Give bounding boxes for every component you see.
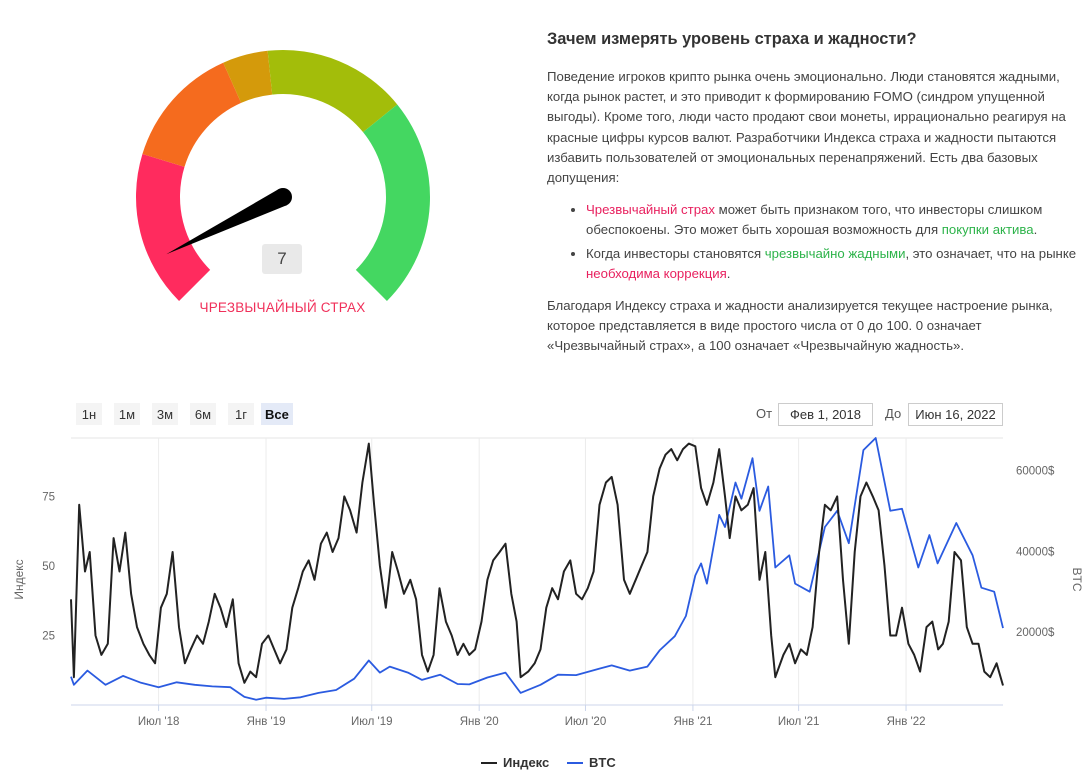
assumption-text-2: , это означает, что на рынке: [905, 245, 1077, 261]
gauge-needle: [166, 188, 287, 255]
from-label: От: [756, 406, 773, 421]
x-tick-label: Июл '21: [778, 716, 820, 728]
to-date-input[interactable]: Июн 16, 2022: [908, 403, 1003, 426]
gauge-segment-extreme-fear: [136, 154, 211, 301]
legend-label-btc: BTC: [589, 755, 616, 770]
explanation-article: Зачем измерять уровень страха и жадности…: [547, 28, 1082, 357]
x-tick-label: Янв '19: [247, 716, 286, 728]
gauge-value-box: 7: [262, 244, 302, 274]
range-button-1w[interactable]: 1н: [76, 403, 102, 425]
gauge-needle-hub: [274, 188, 292, 206]
range-button-3m[interactable]: 3м: [152, 403, 178, 425]
series-line-index: [70, 442, 1004, 686]
article-intro: Поведение игроков крипто рынка очень эмо…: [547, 69, 1066, 186]
gauge-segment-greed: [267, 50, 398, 133]
extreme-fear-highlight: Чрезвычайный страх: [586, 202, 715, 218]
fear-greed-gauge: [136, 50, 431, 301]
range-button-1m[interactable]: 1м: [114, 403, 140, 425]
y-left-tick-label: 25: [42, 630, 55, 642]
range-button-1y[interactable]: 1г: [228, 403, 254, 425]
x-tick-label: Июл '19: [351, 716, 393, 728]
assumption-item-fear: Чрезвычайный страх может быть признаком …: [586, 200, 1082, 240]
legend-swatch-index: [481, 761, 497, 764]
assumption-text: может быть признаком того, что инвесторы…: [586, 202, 1043, 238]
assumption-text: Когда инвесторы становятся: [586, 245, 765, 261]
assumption-end: .: [726, 265, 731, 281]
x-tick-label: Июл '20: [565, 716, 607, 728]
gauge-sentiment-label: ЧРЕЗВЫЧАЙНЫЙ СТРАХ: [199, 300, 366, 315]
article-outro: Благодаря Индексу страха и жадности анал…: [547, 298, 1053, 354]
x-tick-label: Июл '18: [138, 716, 180, 728]
y-left-tick-label: 75: [42, 491, 55, 503]
series-line-btc: [70, 437, 1004, 701]
y-left-axis-title: Индекс: [12, 559, 26, 599]
range-button-6m[interactable]: 6м: [190, 403, 216, 425]
gauge-segment-neutral: [223, 50, 273, 103]
range-button-all[interactable]: Все: [261, 403, 293, 425]
assumptions-list: Чрезвычайный страх может быть признаком …: [547, 200, 1082, 284]
fear-greed-history-chart: Июл '18 Янв '19 Июл '19 Янв '20 Июл '20 Янв '…: [12, 437, 1084, 728]
y-right-tick-label: 20000$: [1016, 627, 1055, 639]
assumption-end: .: [1033, 222, 1038, 238]
legend-label-index: Индекс: [503, 755, 550, 770]
y-right-tick-label: 60000$: [1016, 465, 1055, 477]
legend-item-btc[interactable]: BTC: [567, 755, 616, 770]
y-left-tick-label: 50: [42, 561, 55, 573]
buy-asset-highlight: покупки актива: [941, 222, 1034, 238]
y-right-tick-label: 40000$: [1016, 546, 1055, 558]
x-tick-label: Янв '22: [887, 716, 926, 728]
gauge-segment-extreme-greed: [355, 104, 431, 301]
legend-item-index[interactable]: Индекс: [481, 755, 549, 770]
x-tick-label: Янв '21: [673, 716, 712, 728]
article-title: Зачем измерять уровень страха и жадности…: [547, 30, 917, 48]
from-date-input[interactable]: Фев 1, 2018: [778, 403, 873, 426]
extreme-greed-highlight: чрезвычайно жадными: [764, 245, 906, 261]
to-label: До: [885, 406, 902, 421]
assumption-item-greed: Когда инвесторы становятся чрезвычайно ж…: [586, 244, 1082, 284]
y-right-axis-title: BTC: [1070, 568, 1084, 592]
correction-highlight: необходима коррекция: [586, 265, 727, 281]
gauge-segment-fear: [142, 62, 242, 167]
x-tick-label: Янв '20: [460, 716, 499, 728]
legend-swatch-btc: [567, 761, 583, 764]
